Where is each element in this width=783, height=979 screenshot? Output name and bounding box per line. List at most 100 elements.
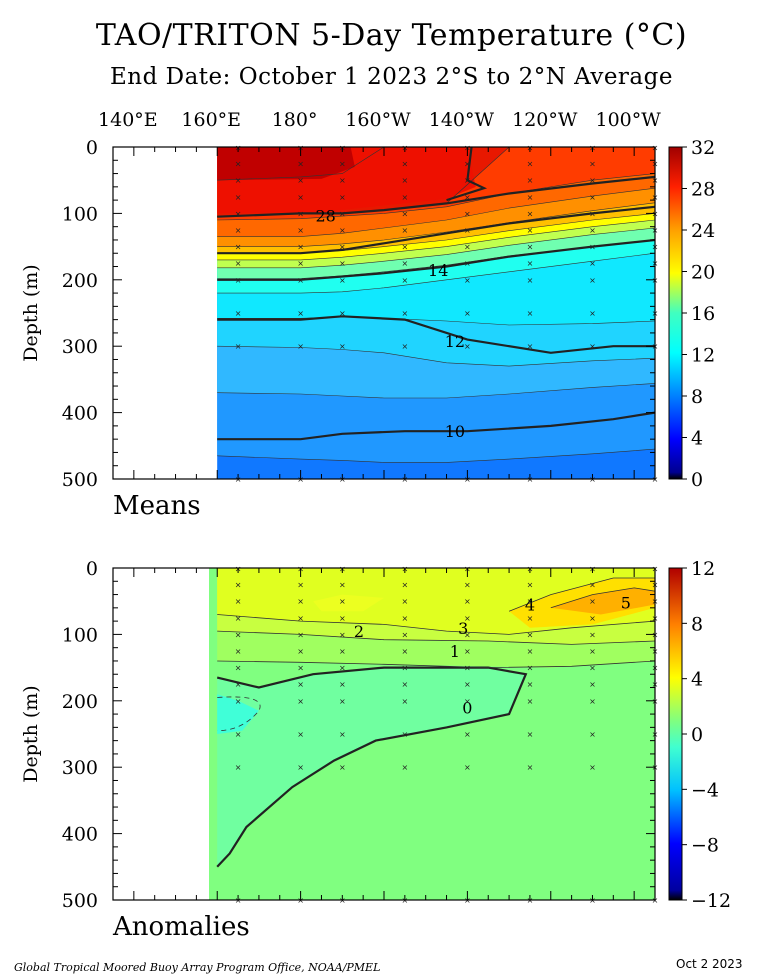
mooring-sample-mark: × [464,160,471,169]
means-axes: 0 100 200 300 400 500 [62,137,656,491]
colorbar-tick-label: 32 [691,137,715,159]
anomaly-cool-region [217,667,526,867]
mooring-sample-mark: × [401,614,408,623]
mooring-sample-mark: × [297,763,304,772]
colorbar-labels: 0 4 8 12 16 20 24 28 32 −12 −8 −4 0 4 8 12 [682,137,731,912]
mooring-sample-mark: × [235,160,242,169]
means-contour-line [217,187,655,237]
means-isotherm-28 [217,175,655,218]
mooring-sample-mark: × [235,597,242,606]
mooring-sample-mark: × [339,209,346,218]
mooring-sample-mark: × [527,226,534,235]
means-warm-core [217,147,355,181]
mooring-sample-mark: × [235,209,242,218]
means-colorbar [668,146,683,480]
mooring-sample-mark: × [339,630,346,639]
x-tick-label: 140°E [98,109,158,131]
means-isotherm-20 [217,205,655,255]
mooring-sample-mark: × [297,730,304,739]
anomaly-contours: 0 1 2 3 4 5 [216,577,655,868]
mooring-sample-mark: × [235,176,242,185]
mooring-sample-mark: × [589,664,596,673]
anomaly-contour-line [217,630,655,645]
mooring-sample-mark: × [339,176,346,185]
mooring-sample-mark: × [589,342,596,351]
mooring-sample-mark: × [235,763,242,772]
mooring-sample-mark: × [235,697,242,706]
mooring-sample-mark: × [235,581,242,590]
mooring-sample-mark: × [527,614,534,623]
anomaly-cold-pocket [217,694,259,734]
mooring-sample-mark: × [464,680,471,689]
mooring-sample-mark: × [527,160,534,169]
y-tick-label: 200 [62,691,98,713]
means-panel-label: Means [113,491,201,521]
colorbar-tick-label: 20 [691,262,715,284]
mooring-sample-mark: × [297,243,304,252]
footer-credit: Global Tropical Moored Buoy Array Progra… [14,961,381,974]
y-tick-label: 300 [62,757,98,779]
mooring-sample-mark: × [527,680,534,689]
mooring-sample-mark: × [464,763,471,772]
mooring-sample-mark: × [401,309,408,318]
x-tick-label: 160°W [345,109,411,131]
chart-subtitle: End Date: October 1 2023 2°S to 2°N Aver… [110,64,673,90]
mooring-sample-mark: × [401,259,408,268]
mooring-sample-mark: × [464,176,471,185]
mooring-sample-mark: × [401,647,408,656]
mooring-sample-mark: × [339,614,346,623]
mooring-sample-mark: × [589,209,596,218]
mooring-sample-mark: × [297,342,304,351]
mooring-sample-mark: × [589,160,596,169]
mooring-sample-mark: × [339,763,346,772]
mooring-sample-mark: × [464,243,471,252]
mooring-sample-mark: × [235,226,242,235]
mooring-sample-mark: × [401,763,408,772]
mooring-sample-mark: × [527,730,534,739]
mooring-sample-mark: × [464,630,471,639]
anomaly-colorbar [668,567,683,901]
mooring-sample-mark: × [339,309,346,318]
mooring-sample-mark: × [297,680,304,689]
means-contour-line [217,227,655,269]
mooring-sample-mark: × [527,342,534,351]
mooring-sample-mark: × [589,226,596,235]
x-tick-label: 100°W [596,109,662,131]
colorbar-tick-label: −8 [691,835,719,857]
mooring-sample-mark: × [527,664,534,673]
mooring-sample-mark: × [401,630,408,639]
mooring-sample-mark: × [464,597,471,606]
mooring-sample-mark: × [589,243,596,252]
mooring-sample-mark: × [235,680,242,689]
mooring-sample-mark: × [297,226,304,235]
mooring-sample-mark: × [297,193,304,202]
mooring-sample-mark: × [464,614,471,623]
y-tick-label: 500 [62,890,98,912]
mooring-sample-mark: × [527,647,534,656]
mooring-sample-mark: × [297,630,304,639]
mooring-sample-mark: × [527,597,534,606]
mooring-sample-mark: × [527,193,534,202]
y-tick-label: 100 [62,203,98,225]
means-contour-label: 10 [445,422,465,441]
mooring-sample-mark: × [527,276,534,285]
means-isotherm-28-edge [446,147,488,202]
y-tick-label: 300 [62,336,98,358]
y-tick-label: 200 [62,270,98,292]
mooring-sample-mark: × [235,342,242,351]
y-tick-label: 0 [86,558,98,580]
colorbar-tick-label: 12 [691,345,715,367]
means-contour-line [217,345,655,367]
colorbar-tick-label: 28 [691,179,715,201]
mooring-sample-mark: × [589,259,596,268]
mooring-sample-mark: × [339,342,346,351]
means-contour-label: 14 [428,261,448,280]
mooring-sample-mark: × [589,581,596,590]
mooring-sample-mark: × [297,597,304,606]
colorbar-tick-label: −4 [691,779,719,801]
mooring-sample-mark: × [589,730,596,739]
mooring-sample-mark: × [339,647,346,656]
means-isotherm-14 [217,238,655,281]
mooring-sample-mark: × [589,697,596,706]
mooring-sample-mark: × [401,597,408,606]
